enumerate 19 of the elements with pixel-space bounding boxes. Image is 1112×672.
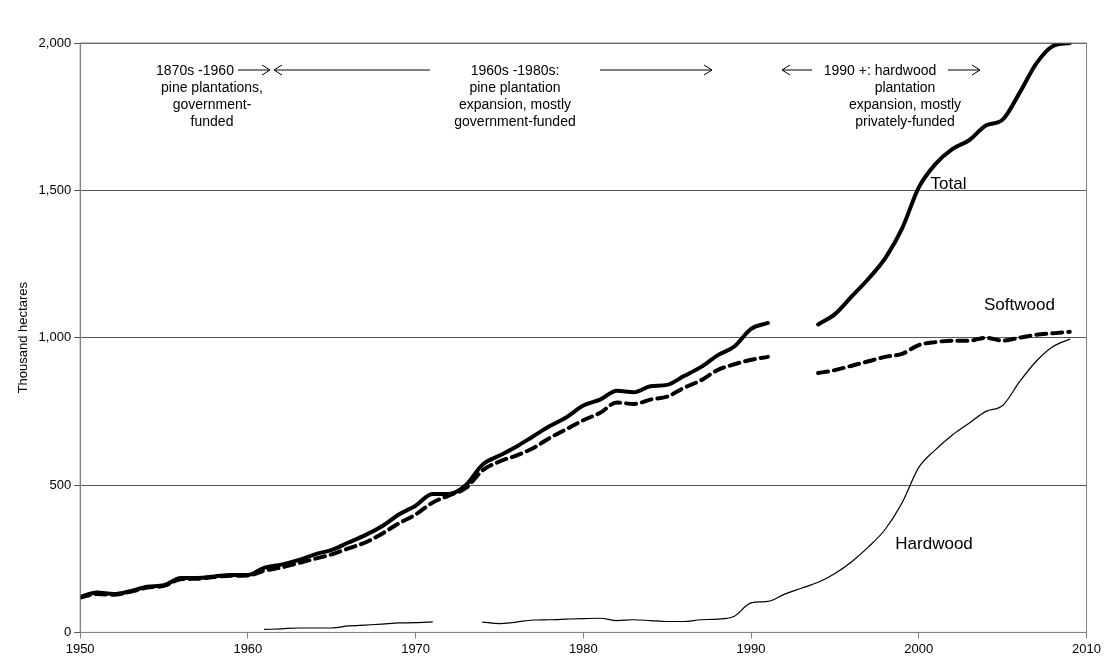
y-tick-label: 1,500 [38, 181, 72, 197]
x-tick-label: 1960 [233, 640, 263, 656]
y-tick-label: 2,000 [38, 34, 72, 50]
y-axis-title: Thousand hectares [15, 281, 31, 394]
annotation: 1870s -1960 pine plantations, government- funded [156, 61, 263, 129]
y-tick-label: 0 [63, 623, 72, 639]
y-tick-label: 1,000 [38, 329, 72, 345]
series-label: Softwood [984, 294, 1055, 314]
x-tick-label: 1980 [568, 640, 598, 656]
x-tick-label: 1970 [401, 640, 431, 656]
x-tick-label: 1990 [736, 640, 766, 656]
x-tick-label: 2010 [1072, 640, 1101, 656]
series-label: Total [930, 174, 967, 194]
series-label: Hardwood [895, 533, 973, 553]
y-tick-label: 500 [49, 476, 72, 492]
annotation: 1960s -1980s: pine plantation expansion, mostly government-funded [454, 61, 576, 129]
annotation: 1990 +: hardwood plantation expansion, mostly privately-funded [823, 61, 962, 129]
x-tick-label: 1950 [65, 640, 95, 656]
x-tick-label: 2000 [904, 640, 934, 656]
